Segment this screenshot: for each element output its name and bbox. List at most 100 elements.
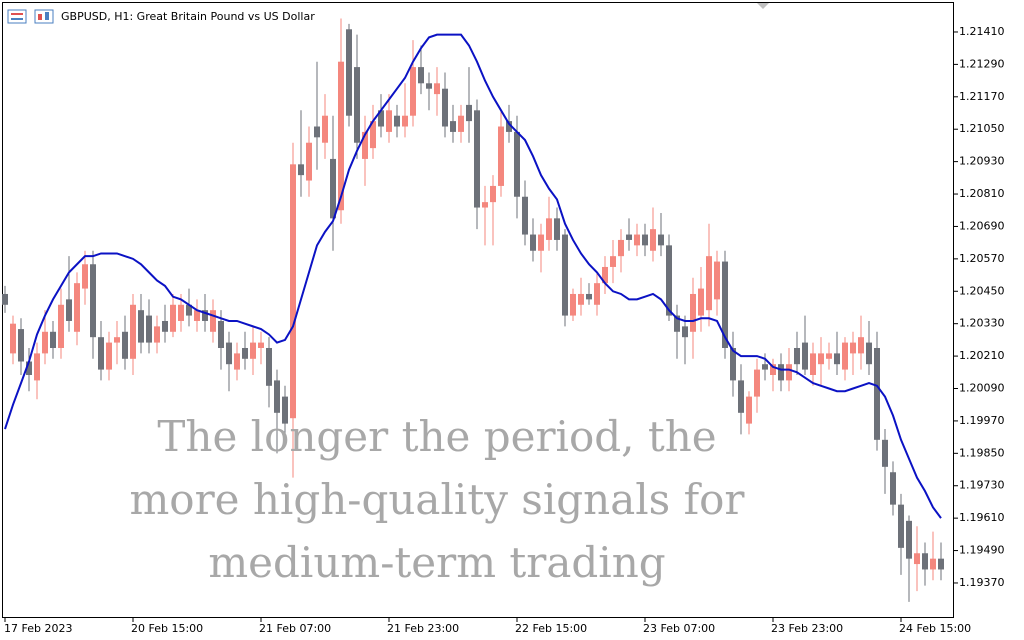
candle-body xyxy=(754,369,760,397)
candle-body xyxy=(74,283,80,332)
candle-body xyxy=(378,110,384,127)
candle-body xyxy=(930,558,936,570)
candle-body xyxy=(410,67,416,116)
candle-body xyxy=(66,299,72,321)
candle-body xyxy=(698,288,704,316)
icon xyxy=(11,13,23,15)
candle-body xyxy=(818,353,824,365)
candle-body xyxy=(722,261,728,348)
candle-body xyxy=(370,121,376,149)
y-tick-label: 1.20930 xyxy=(959,155,1005,168)
candle-body xyxy=(770,364,776,375)
y-tick-label: 1.19730 xyxy=(959,479,1005,492)
candle-body xyxy=(898,504,904,548)
candle-body xyxy=(882,439,888,467)
candle-body xyxy=(794,347,800,365)
plot xyxy=(2,18,944,602)
candle-body xyxy=(450,121,456,132)
candle-body xyxy=(330,158,336,219)
candle-body xyxy=(802,342,808,370)
candle-body xyxy=(626,234,632,240)
y-tick-label: 1.20570 xyxy=(959,252,1005,265)
candle-body xyxy=(658,234,664,246)
icon xyxy=(45,12,49,20)
candle-body xyxy=(506,121,512,132)
candle-body xyxy=(146,315,152,343)
y-tick-label: 1.21290 xyxy=(959,57,1005,70)
y-tick-label: 1.20810 xyxy=(959,187,1005,200)
y-tick-label: 1.19970 xyxy=(959,414,1005,427)
icon xyxy=(38,14,42,20)
candle-body xyxy=(858,337,864,354)
candle-body xyxy=(746,396,752,424)
candle-body xyxy=(914,553,920,565)
candle-body xyxy=(226,342,232,365)
candle-body xyxy=(674,315,680,332)
candle-body xyxy=(106,342,112,370)
candle-body xyxy=(178,304,184,321)
y-tick-label: 1.19370 xyxy=(959,576,1005,589)
y-tick-label: 1.20210 xyxy=(959,349,1005,362)
candle-body xyxy=(418,67,424,84)
candle-body xyxy=(18,329,24,362)
candle-body xyxy=(42,331,48,354)
candle-body xyxy=(338,61,344,211)
annotation-text: The longer the period, the xyxy=(157,412,716,461)
candle-body xyxy=(586,293,592,300)
candle-body xyxy=(690,293,696,332)
candle-body xyxy=(730,347,736,381)
candle-body xyxy=(618,239,624,257)
candle-body xyxy=(642,234,648,246)
candle-body xyxy=(210,310,216,332)
candle-body xyxy=(58,304,64,348)
candle-body xyxy=(594,283,600,305)
candle-body xyxy=(218,320,224,348)
candle-body xyxy=(202,310,208,321)
candle-body xyxy=(498,126,504,186)
candle-body xyxy=(186,304,192,316)
candle-body xyxy=(290,164,296,419)
candle-body xyxy=(402,115,408,127)
shift-marker xyxy=(757,3,769,9)
candle-body xyxy=(866,342,872,365)
candle-body xyxy=(138,310,144,343)
candle-body xyxy=(610,256,616,267)
candle-body xyxy=(554,218,560,240)
y-tick-label: 1.21050 xyxy=(959,122,1005,135)
candle-body xyxy=(602,266,608,284)
candle-body xyxy=(194,310,200,321)
candle-body xyxy=(490,185,496,203)
candle-body xyxy=(458,115,464,132)
symbol-icons xyxy=(7,9,54,24)
x-tick-label: 23 Feb 23:00 xyxy=(771,622,843,635)
candle-body xyxy=(522,196,528,235)
candle-body xyxy=(50,331,56,348)
candle-body xyxy=(34,353,40,381)
candle-body xyxy=(2,293,8,305)
y-tick-label: 1.20450 xyxy=(959,284,1005,297)
candle-body xyxy=(82,264,88,289)
candle-body xyxy=(938,558,944,570)
candle-body xyxy=(562,234,568,316)
candle-body xyxy=(10,323,16,354)
candle-body xyxy=(114,337,120,343)
y-tick-label: 1.20090 xyxy=(959,382,1005,395)
candle-body xyxy=(842,342,848,370)
candle-body xyxy=(786,364,792,381)
candle-body xyxy=(362,131,368,159)
candle-body xyxy=(170,304,176,332)
candle-body xyxy=(466,104,472,122)
x-tick-label: 22 Feb 15:00 xyxy=(515,622,587,635)
candle-body xyxy=(98,337,104,370)
candle-body xyxy=(538,234,544,251)
x-tick-label: 20 Feb 15:00 xyxy=(131,622,203,635)
candle-body xyxy=(122,331,128,359)
candle-body xyxy=(890,472,896,505)
y-tick-label: 1.20330 xyxy=(959,317,1005,330)
candle-body xyxy=(738,380,744,413)
x-tick-label: 17 Feb 2023 xyxy=(4,622,72,635)
candle-body xyxy=(850,342,856,354)
candle-body xyxy=(578,293,584,305)
candle-body xyxy=(266,347,272,386)
candle-body xyxy=(234,353,240,370)
